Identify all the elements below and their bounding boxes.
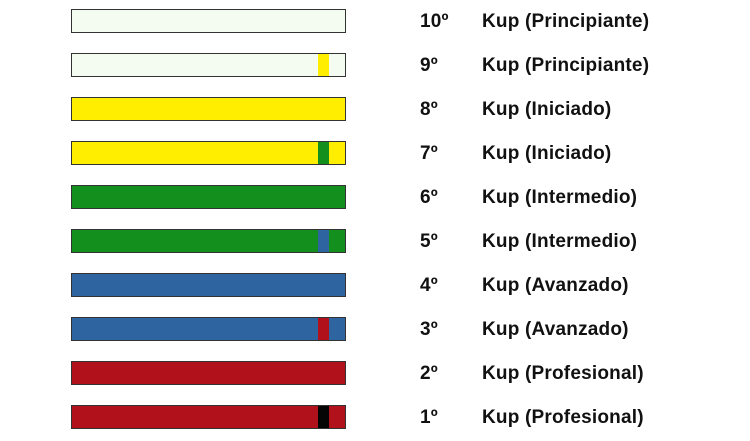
rank-number: 1º (420, 407, 438, 428)
belt-row: 8º Kup (Iniciado) (0, 97, 750, 123)
belt-row: 5º Kup (Intermedio) (0, 229, 750, 255)
rank-level-label: Kup (Intermedio) (482, 187, 638, 208)
belt-row: 3º Kup (Avanzado) (0, 317, 750, 343)
rank-level-label: Kup (Profesional) (482, 407, 644, 428)
rank-level-label: Kup (Iniciado) (482, 143, 612, 164)
belt-swatch (71, 9, 346, 33)
belt-swatch (71, 185, 346, 209)
rank-number: 3º (420, 319, 438, 340)
belt-swatch (71, 317, 346, 341)
rank-level-label: Kup (Avanzado) (482, 319, 629, 340)
rank-number: 2º (420, 363, 438, 384)
belt-swatch (71, 229, 346, 253)
rank-number: 7º (420, 143, 438, 164)
belt-swatch (71, 361, 346, 385)
rank-number: 5º (420, 231, 438, 252)
rank-number: 9º (420, 55, 438, 76)
belt-row: 6º Kup (Intermedio) (0, 185, 750, 211)
rank-number: 4º (420, 275, 438, 296)
belt-row: 4º Kup (Avanzado) (0, 273, 750, 299)
belt-row: 7º Kup (Iniciado) (0, 141, 750, 167)
belt-stripe (318, 230, 329, 252)
belt-row: 1º Kup (Profesional) (0, 405, 750, 431)
rank-level-label: Kup (Avanzado) (482, 275, 629, 296)
rank-level-label: Kup (Intermedio) (482, 231, 638, 252)
belt-row: 10º Kup (Principiante) (0, 9, 750, 35)
rank-level-label: Kup (Principiante) (482, 55, 650, 76)
rank-level-label: Kup (Principiante) (482, 11, 650, 32)
belt-swatch (71, 273, 346, 297)
belt-row: 2º Kup (Profesional) (0, 361, 750, 387)
belt-stripe (318, 406, 329, 428)
belt-stripe (318, 318, 329, 340)
rank-level-label: Kup (Iniciado) (482, 99, 612, 120)
belt-row: 9º Kup (Principiante) (0, 53, 750, 79)
belt-swatch (71, 53, 346, 77)
rank-number: 8º (420, 99, 438, 120)
belt-swatch (71, 97, 346, 121)
belt-swatch (71, 405, 346, 429)
belt-stripe (318, 54, 329, 76)
rank-level-label: Kup (Profesional) (482, 363, 644, 384)
rank-number: 6º (420, 187, 438, 208)
belt-swatch (71, 141, 346, 165)
belt-stripe (318, 142, 329, 164)
rank-number: 10º (420, 11, 449, 32)
